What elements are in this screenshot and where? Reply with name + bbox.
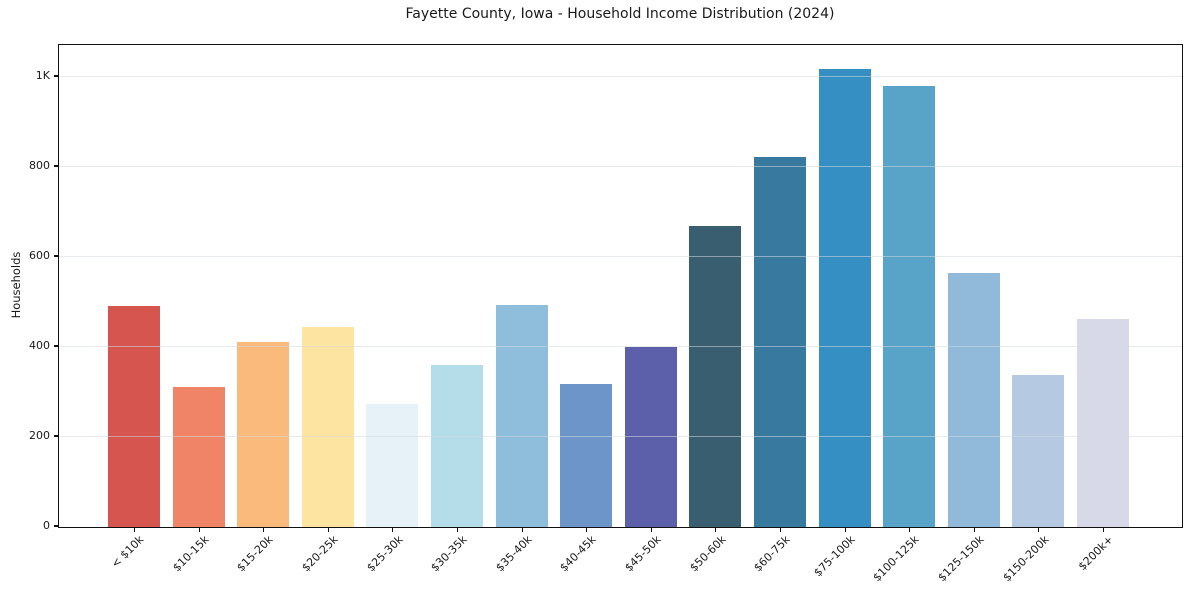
- bar-10-15k: [172, 386, 225, 527]
- x-tick-mark-25-30k: [392, 527, 394, 532]
- x-tick-mark-40-45k: [586, 527, 588, 532]
- y-tick-label-800: 800: [29, 159, 50, 172]
- x-tick-mark-50-60k: [715, 527, 717, 532]
- x-tick-mark-20-25k: [327, 527, 329, 532]
- y-tick-label-400: 400: [29, 339, 50, 352]
- x-tick-label-50-60k: $50-60k: [686, 533, 729, 575]
- x-tick-label-100-125k: $100-125k: [870, 533, 922, 585]
- x-tick-label-10k: < $10k: [109, 533, 147, 571]
- x-tick-mark-200k: [1102, 527, 1105, 532]
- x-tick-label-30-35k: $30-35k: [428, 533, 470, 575]
- plot-area: [57, 43, 1183, 528]
- x-tick-mark-60-75k: [779, 527, 782, 532]
- bar-50-60k: [689, 226, 742, 527]
- x-tick-label-60-75k: $60-75k: [751, 533, 793, 575]
- x-tick-label-150-200k: $150-200k: [999, 533, 1052, 585]
- x-tick-label-200k: $200k+: [1075, 533, 1116, 574]
- bar-200k: [1077, 318, 1129, 527]
- x-tick-label-45-50k: $45-50k: [622, 533, 664, 575]
- x-tick-mark-10k: [133, 527, 136, 532]
- bar-100-125k: [883, 85, 936, 527]
- x-tick-mark-150-200k: [1038, 527, 1040, 532]
- bar-150-200k: [1012, 375, 1065, 527]
- x-tick-mark-35-40k: [521, 527, 523, 532]
- x-tick-label-40-45k: $40-45k: [557, 533, 599, 575]
- y-tick-label-0: 0: [43, 519, 50, 532]
- x-tick-mark-10-15k: [198, 527, 200, 532]
- bar-30-35k: [431, 364, 483, 527]
- bars-layer: [59, 45, 1182, 527]
- x-tick-mark-100-125k: [909, 527, 911, 532]
- x-tick-mark-30-35k: [456, 527, 459, 532]
- y-tick-label-1000: 1K: [35, 69, 50, 82]
- x-tick-label-25-30k: $25-30k: [363, 533, 406, 575]
- bar-35-40k: [495, 305, 548, 527]
- bar-75-100k: [818, 69, 871, 527]
- bar-60-75k: [754, 157, 806, 527]
- bar-25-30k: [366, 404, 419, 527]
- y-axis-title: Households: [9, 251, 23, 319]
- chart-title: Fayette County, Iowa - Household Income …: [405, 6, 835, 22]
- bar-10k: [108, 306, 160, 527]
- x-tick-mark-15-20k: [263, 527, 265, 532]
- y-tick-label-600: 600: [29, 249, 50, 262]
- x-tick-label-75-100k: $75-100k: [811, 533, 858, 580]
- y-tick-label-200: 200: [29, 429, 50, 442]
- x-tick-label-125-150k: $125-150k: [935, 533, 987, 585]
- x-tick-mark-45-50k: [650, 527, 652, 532]
- bar-45-50k: [624, 346, 677, 527]
- bar-40-45k: [560, 383, 613, 527]
- x-tick-label-20-25k: $20-25k: [299, 533, 341, 575]
- bar-15-20k: [237, 342, 290, 527]
- bar-20-25k: [301, 327, 354, 527]
- x-tick-label-35-40k: $35-40k: [493, 533, 535, 575]
- x-tick-label-10-15k: $10-15k: [170, 533, 212, 575]
- x-tick-mark-125-150k: [973, 527, 975, 532]
- x-tick-mark-75-100k: [844, 527, 846, 532]
- bar-125-150k: [947, 272, 1000, 527]
- x-tick-label-15-20k: $15-20k: [234, 533, 276, 575]
